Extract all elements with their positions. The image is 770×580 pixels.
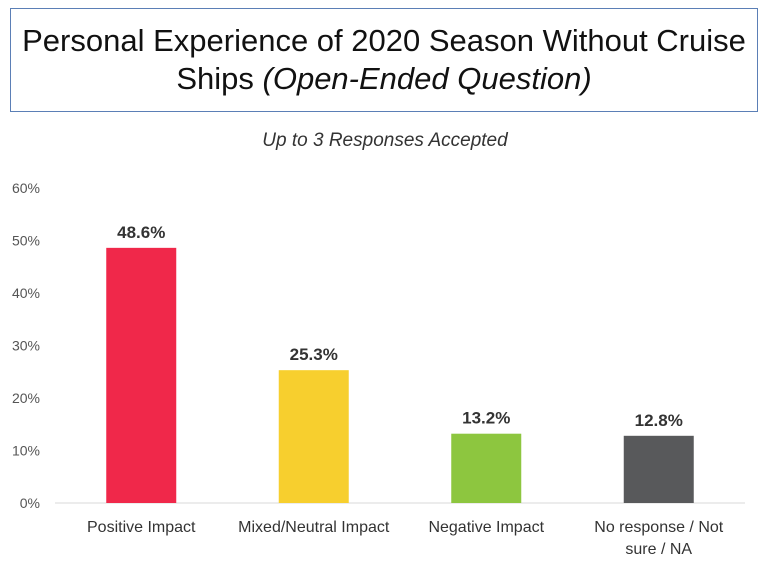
- data-label: 25.3%: [290, 345, 338, 364]
- x-category-label: No response / Not sure / NA: [594, 519, 724, 558]
- y-tick-label: 10%: [12, 443, 40, 459]
- chart-title-line1: Personal Experience of 2020 Season Witho…: [22, 23, 746, 58]
- chart-title-main: Ships: [176, 61, 254, 96]
- bar: [106, 247, 177, 503]
- bar: [278, 370, 349, 503]
- chart-title-line2: Ships (Open-Ended Question): [176, 60, 591, 98]
- data-label: 12.8%: [635, 411, 683, 430]
- x-category-label: Negative Impact: [428, 519, 544, 536]
- x-category-label: Mixed/Neutral Impact: [238, 519, 390, 536]
- y-tick-label: 60%: [12, 180, 40, 196]
- y-tick-label: 40%: [12, 285, 40, 301]
- y-tick-label: 50%: [12, 233, 40, 249]
- chart-title-italic: (Open-Ended Question): [262, 61, 592, 96]
- bar: [623, 435, 694, 503]
- y-tick-label: 30%: [12, 338, 40, 354]
- chart-subtitle: Up to 3 Responses Accepted: [262, 130, 508, 151]
- bar: [451, 433, 522, 503]
- chart-title-box: Personal Experience of 2020 Season Witho…: [10, 8, 758, 112]
- x-category-label: Positive Impact: [87, 519, 196, 536]
- data-label: 48.6%: [117, 223, 165, 242]
- y-tick-label: 0%: [20, 495, 40, 511]
- y-tick-label: 20%: [12, 390, 40, 406]
- data-label: 13.2%: [462, 409, 510, 428]
